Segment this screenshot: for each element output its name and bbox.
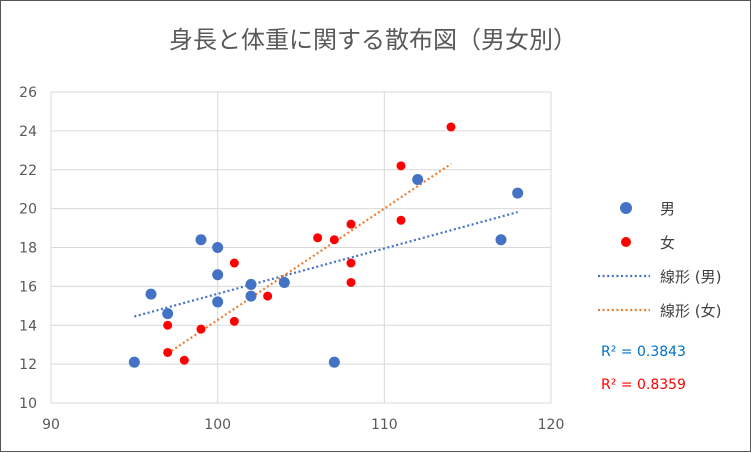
male-point	[245, 290, 257, 302]
y-tick-label: 10	[19, 396, 37, 412]
female-point	[179, 355, 189, 365]
grid	[50, 91, 552, 404]
male-point	[212, 296, 224, 308]
legend-marker	[621, 237, 631, 247]
female-point	[313, 233, 323, 243]
legend-label: 線形 (女)	[660, 302, 721, 320]
female-point	[229, 316, 239, 326]
female-point	[346, 277, 356, 287]
x-tick-label: 120	[538, 417, 565, 433]
chart-title: 身長と体重に関する散布図（男女別）	[169, 26, 577, 54]
y-tick-label: 26	[19, 85, 37, 101]
male-point	[278, 276, 290, 288]
legend-marker	[620, 202, 632, 214]
y-tick-label: 16	[19, 279, 37, 295]
trendline	[167, 163, 452, 355]
female-point	[329, 235, 339, 245]
female-point	[163, 347, 173, 357]
male-point	[212, 242, 224, 253]
female-point	[196, 324, 206, 334]
legend-label: 女	[660, 234, 675, 252]
male-point	[162, 308, 174, 320]
data-points	[128, 122, 524, 368]
legend-label: 線形 (男)	[660, 268, 721, 286]
trendline	[134, 211, 518, 318]
y-tick-label: 22	[19, 163, 37, 179]
y-tick-label: 24	[19, 124, 37, 140]
x-tick-label: 90	[42, 417, 60, 433]
male-point	[512, 187, 524, 199]
female-point	[346, 219, 356, 229]
male-point	[412, 173, 424, 185]
male-point	[495, 234, 507, 246]
female-point	[446, 122, 456, 132]
female-point	[346, 258, 356, 268]
male-point	[195, 234, 207, 246]
r-squared-label: R² = 0.8359	[601, 377, 686, 393]
annotations: R² = 0.3843 R² = 0.8359	[601, 344, 686, 393]
male-point	[145, 288, 157, 300]
female-point	[263, 291, 273, 301]
male-point	[212, 269, 224, 281]
female-point	[163, 320, 173, 330]
female-point	[396, 161, 406, 171]
male-point	[128, 356, 140, 368]
female-point	[396, 215, 406, 225]
x-tick-label: 100	[204, 417, 231, 433]
female-point	[229, 258, 239, 268]
trendlines	[134, 163, 518, 355]
y-tick-label: 20	[19, 202, 37, 218]
male-point	[328, 356, 340, 368]
x-axis-ticks: 90 100 110 120	[42, 417, 564, 433]
r-squared-label: R² = 0.3843	[601, 344, 686, 360]
y-axis-ticks: 10 12 14 16 18 20 22 24 26	[19, 85, 37, 412]
legend-label: 男	[660, 200, 675, 218]
male-point	[245, 278, 257, 290]
y-tick-label: 18	[19, 241, 37, 257]
y-tick-label: 14	[19, 318, 37, 334]
x-tick-label: 110	[371, 417, 398, 433]
y-tick-label: 12	[19, 357, 37, 373]
